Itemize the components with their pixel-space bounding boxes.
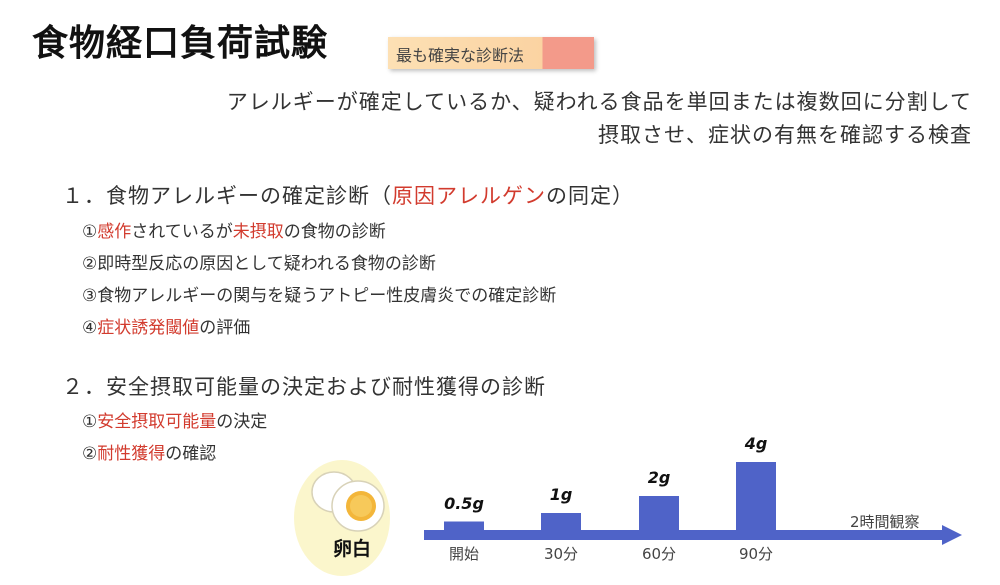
page-title: 食物経口負荷試験: [32, 23, 329, 64]
section-2-heading: ２．安全摂取可能量の決定および耐性獲得の診断: [62, 375, 546, 399]
list-item: ③食物アレルギーの関与を疑うアトピー性皮膚炎での確定診断: [82, 286, 557, 306]
section-1-heading-highlight: 原因アレルゲン: [392, 184, 546, 208]
egg-icon: [311, 471, 385, 532]
bar-value-label: 4g: [744, 434, 768, 453]
list-item: ④症状誘発閾値の評価: [82, 318, 251, 338]
x-tick-label: 30分: [543, 545, 579, 563]
intro-line-1: アレルギーが確定しているか、疑われる食品を単回または複数回に分割して: [226, 90, 972, 114]
bar-0: [444, 521, 484, 530]
section-1-heading-tail: の同定）: [546, 184, 634, 208]
bar-value-label: 2g: [647, 468, 671, 487]
list-item: ①感作されているが未摂取の食物の診断: [82, 222, 386, 242]
section-1-heading-text: １．食物アレルギーの確定診断（: [62, 184, 392, 208]
x-tick-label: 開始: [448, 545, 479, 563]
section-1-heading: １．食物アレルギーの確定診断（原因アレルゲンの同定）: [62, 180, 634, 210]
badge-label: 最も確実な診断法: [396, 46, 525, 65]
food-label: 卵白: [333, 538, 372, 560]
badge: 最も確実な診断法: [388, 37, 594, 69]
bar-value-label: 0.5g: [444, 493, 484, 513]
list-item: ②耐性獲得の確認: [82, 444, 217, 464]
list-item: ②即時型反応の原因として疑われる食物の診断: [82, 254, 436, 274]
x-tick-label: 60分: [641, 545, 677, 563]
intro-text: アレルギーが確定しているか、疑われる食品を単回または複数回に分割して 摂取させ、…: [52, 86, 972, 152]
bar-2: [639, 496, 679, 530]
bar-value-label: 1g: [549, 485, 573, 504]
intro-line-2: 摂取させ、症状の有無を確認する検査: [598, 123, 972, 147]
bar-1: [541, 513, 581, 530]
bar-3: [736, 462, 776, 530]
x-tick-label: 90分: [738, 545, 774, 563]
list-item: ①安全摂取可能量の決定: [82, 412, 268, 432]
observe-label: 2時間観察: [850, 513, 920, 531]
